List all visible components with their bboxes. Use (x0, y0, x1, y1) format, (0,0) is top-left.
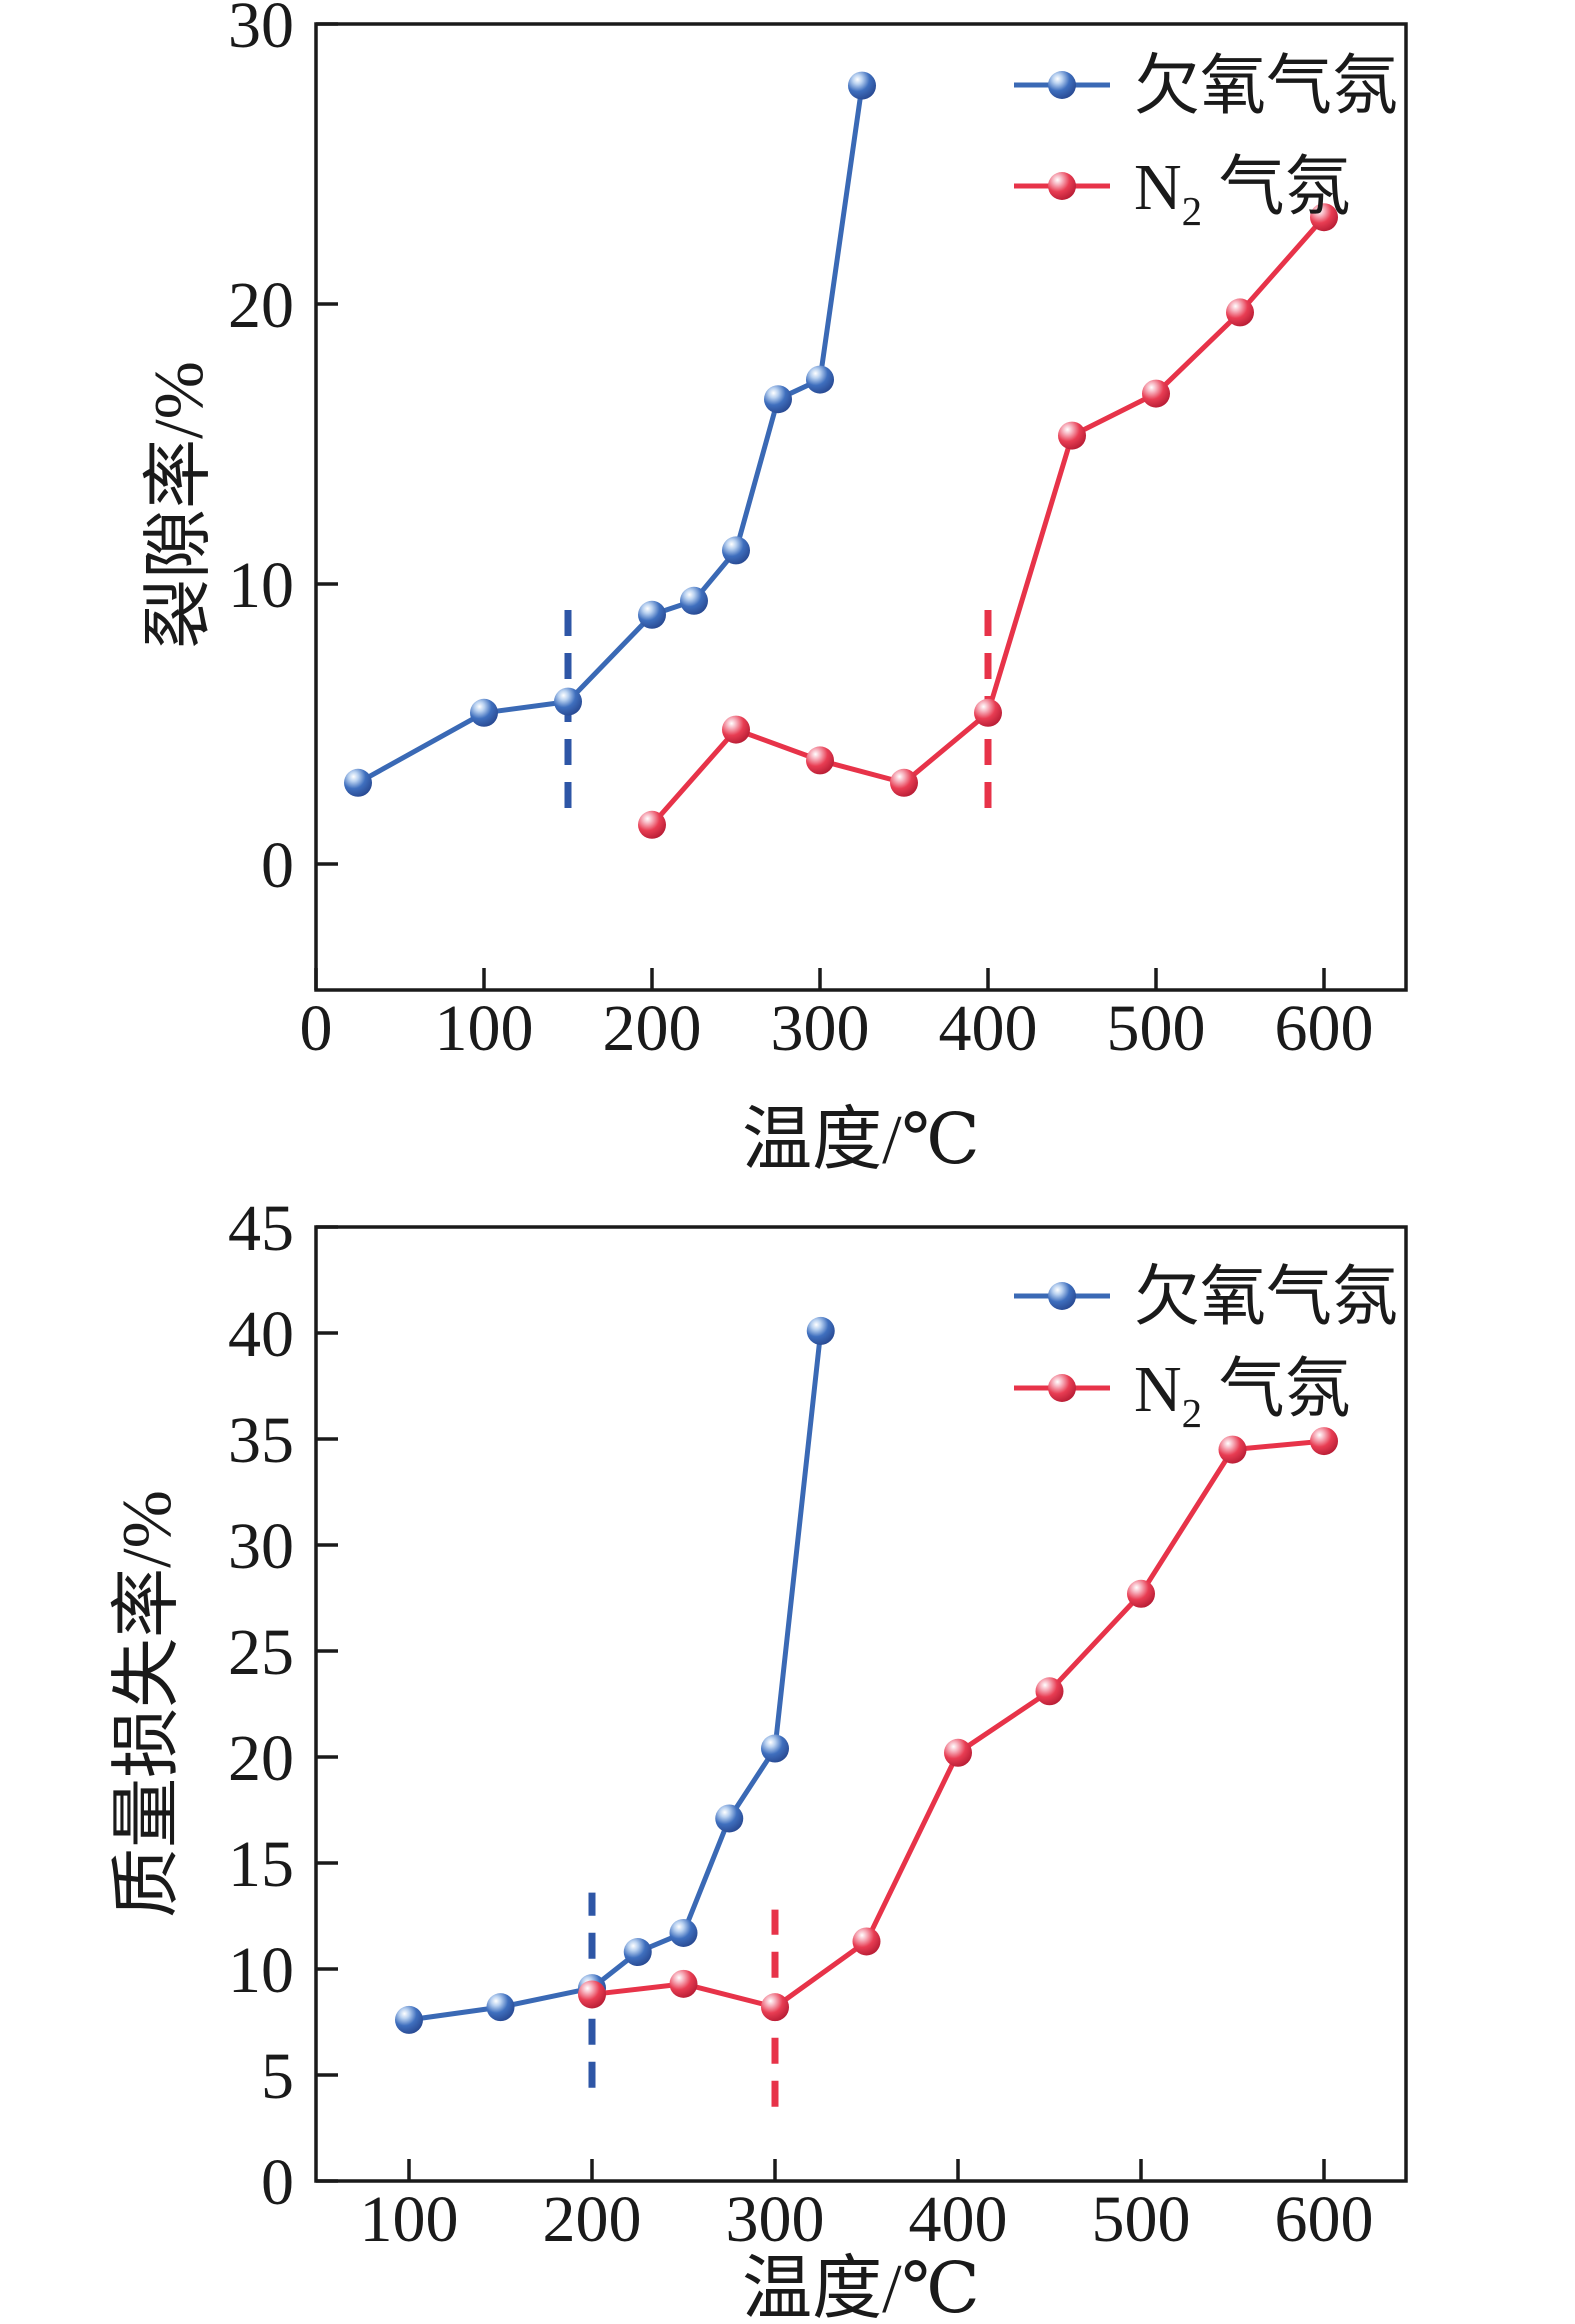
x-axis-title: 温度/℃ (742, 2251, 980, 2324)
y-tick-label: 30 (228, 1510, 294, 1583)
data-point-marker-0 (395, 2005, 423, 2034)
data-point-marker-1 (761, 1993, 789, 2022)
data-point-marker-0 (848, 71, 876, 100)
legend: 欠氧气氛 N2 气氛 (1014, 50, 1398, 234)
data-point-marker-0 (764, 385, 792, 414)
data-point-marker-0 (344, 768, 372, 797)
data-point-marker-1 (806, 746, 834, 775)
data-point-marker-1 (1035, 1677, 1064, 1706)
y-tick-label: 0 (261, 2146, 294, 2219)
x-tick-label: 300 (771, 992, 870, 1065)
legend-label: N2 气氛 (1134, 1353, 1351, 1436)
x-tick-label: 200 (543, 2183, 642, 2256)
legend-marker-point (1048, 71, 1076, 99)
data-point-marker-1 (1127, 1579, 1155, 1608)
data-point-marker-0 (623, 1938, 652, 1967)
data-point-marker-1 (1218, 1435, 1247, 1464)
x-tick-label: 300 (726, 2183, 825, 2256)
y-tick-label: 45 (228, 1192, 294, 1265)
chart-crack-rate: 0 100 200 300 400 500 600 0 10 20 30 温度/℃ 裂隙率/% 欠氧气氛 N… (141, 0, 1408, 1179)
data-point-marker-1 (1310, 1427, 1338, 1456)
x-tick-label: 600 (1275, 992, 1374, 1065)
y-tick-label: 0 (261, 829, 294, 902)
data-point-marker-1 (1058, 421, 1086, 450)
data-point-marker-1 (1310, 203, 1338, 232)
data-point-marker-0 (680, 586, 708, 615)
data-point-marker-0 (761, 1734, 789, 1763)
legend-label: N2 气氛 (1134, 151, 1351, 234)
legend-marker-point (1048, 172, 1076, 200)
data-point-marker-1 (890, 768, 918, 797)
x-tick-label: 400 (939, 992, 1038, 1065)
x-tick-label: 400 (909, 2183, 1008, 2256)
x-tick-label: 200 (603, 992, 702, 1065)
data-point-marker-0 (470, 698, 498, 727)
legend-marker-point (1048, 1374, 1076, 1402)
data-point-marker-1 (1142, 379, 1170, 408)
x-tick-label: 100 (435, 992, 534, 1065)
y-tick-label: 15 (228, 1828, 294, 1901)
data-point-marker-0 (554, 687, 582, 716)
legend-label: 欠氧气氛 (1134, 1261, 1398, 1334)
series-line-1 (589, 1438, 1327, 2010)
x-tick-label: 500 (1092, 2183, 1191, 2256)
data-point-marker-0 (722, 536, 750, 565)
y-tick-label: 35 (228, 1404, 294, 1477)
y-tick-label: 20 (228, 269, 294, 342)
y-tick-label: 10 (228, 549, 294, 622)
series-line-1 (649, 214, 1327, 828)
series-line-0 (406, 1328, 824, 2023)
legend: 欠氧气氛 N2 气氛 (1014, 1261, 1398, 1436)
data-point-marker-1 (722, 715, 750, 744)
data-point-marker-1 (852, 1927, 881, 1956)
y-axis-title: 质量损失率/% (109, 1490, 186, 1918)
x-tick-label: 100 (360, 2183, 459, 2256)
data-point-marker-0 (806, 365, 834, 394)
data-point-marker-1 (1226, 298, 1254, 327)
y-tick-label: 10 (228, 1934, 294, 2007)
data-point-marker-1 (578, 1980, 606, 2009)
x-tick-label: 600 (1275, 2183, 1374, 2256)
data-point-marker-1 (638, 810, 666, 839)
data-point-marker-1 (974, 698, 1002, 727)
y-tick-label: 40 (228, 1298, 294, 1371)
y-axis-title: 裂隙率/% (141, 361, 218, 649)
data-point-marker-0 (806, 1316, 835, 1345)
data-point-marker-1 (669, 1969, 698, 1998)
y-tick-label: 30 (228, 0, 294, 62)
axes-frame (314, 1225, 1408, 2183)
data-point-marker-0 (638, 600, 666, 629)
data-point-marker-1 (944, 1738, 972, 1767)
series-line-0 (355, 83, 865, 786)
data-point-marker-0 (715, 1804, 744, 1833)
y-tick-label: 20 (228, 1722, 294, 1795)
legend-label: 欠氧气氛 (1134, 50, 1398, 123)
legend-marker-point (1048, 1282, 1076, 1310)
y-tick-label: 5 (261, 2040, 294, 2113)
axes-frame (314, 22, 1408, 992)
chart-mass-loss: 100 200 300 400 500 600 0 5 10 15 20 25 30 35 40 45 温度/℃… (109, 1192, 1408, 2324)
x-tick-label: 500 (1107, 992, 1206, 1065)
data-point-marker-0 (486, 1993, 515, 2022)
data-point-marker-0 (669, 1918, 698, 1947)
y-tick-label: 25 (228, 1616, 294, 1689)
x-axis-title: 温度/℃ (742, 1102, 980, 1179)
x-tick-label: 0 (300, 992, 333, 1065)
